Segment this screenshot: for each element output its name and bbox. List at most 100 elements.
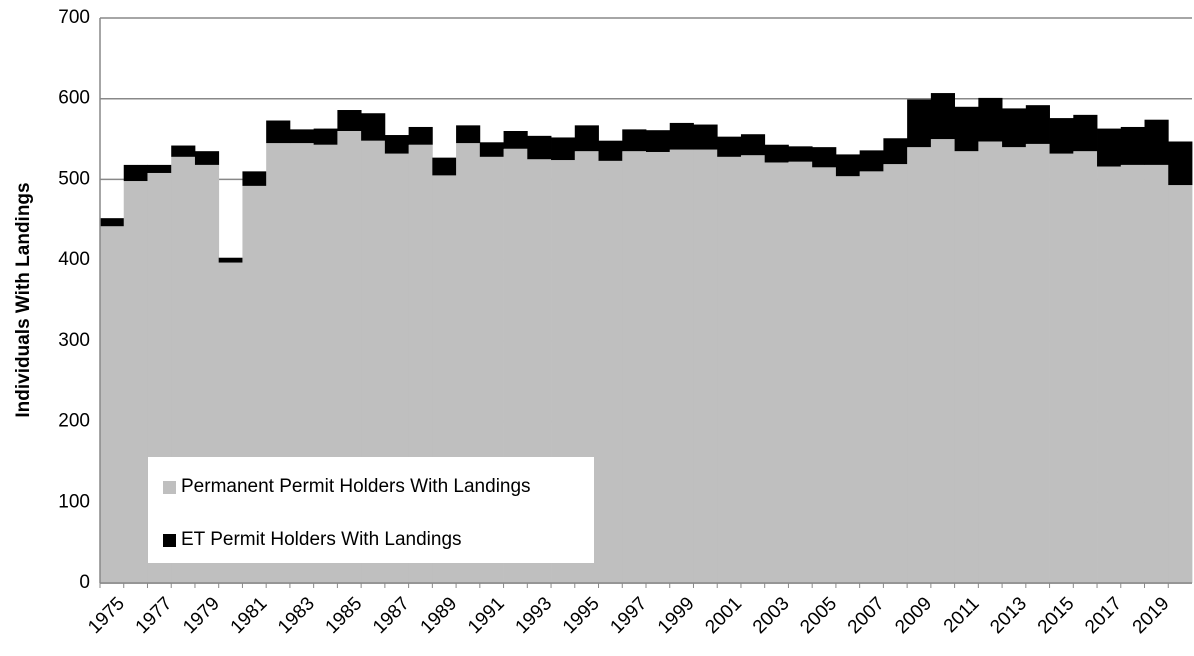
y-tick-label: 200 [58, 411, 90, 432]
y-axis-label: Individuals With Landings [13, 182, 34, 417]
bar-segment [1073, 114, 1098, 152]
x-tick-label: 2013 [986, 593, 1031, 638]
bar-segment [100, 226, 125, 583]
legend-swatch [163, 534, 176, 547]
bar-segment [1144, 119, 1169, 165]
bar-segment [1144, 164, 1169, 583]
bar-segment [1120, 164, 1145, 583]
bar-segment [361, 113, 386, 141]
bar-segment [432, 157, 457, 176]
bar-segment [337, 110, 362, 131]
legend-label: ET Permit Holders With Landings [181, 529, 462, 550]
bar-segment [717, 136, 742, 157]
bar-segment [242, 171, 267, 186]
bar-segment [1025, 143, 1050, 583]
bar-segment [859, 150, 884, 172]
bar-segment [1025, 105, 1050, 144]
bar-segment [313, 128, 338, 145]
bar-segment [266, 120, 291, 144]
x-tick-label: 1989 [417, 593, 462, 638]
x-tick-label: 1993 [512, 593, 557, 638]
bar-segment [693, 149, 718, 584]
y-tick-label: 100 [58, 491, 90, 512]
y-tick-label: 600 [58, 88, 90, 109]
bar-segment [669, 149, 694, 584]
legend-swatch [163, 481, 176, 494]
x-tick-label: 2015 [1034, 593, 1079, 638]
bar-segment [835, 154, 861, 177]
bar-segment [788, 161, 813, 583]
x-tick-label: 1977 [132, 593, 177, 638]
x-tick-label: 1995 [559, 593, 604, 638]
x-tick-label: 1975 [84, 593, 129, 638]
y-tick-label: 300 [58, 330, 90, 351]
bar-segment [954, 151, 979, 583]
x-tick-label: 1983 [274, 593, 319, 638]
bar-segment [622, 151, 647, 583]
bar-segment [930, 139, 956, 584]
bar-segment [147, 164, 172, 173]
bar-segment [740, 134, 766, 156]
bar-segment [289, 129, 315, 144]
x-tick-label: 1981 [227, 593, 272, 638]
bar-segment [812, 167, 837, 584]
bar-segment [835, 176, 861, 583]
bar-segment [1097, 166, 1122, 583]
x-tick-label: 1987 [369, 593, 414, 638]
bar-segment [1168, 185, 1193, 584]
legend-label: Permanent Permit Holders With Landings [181, 476, 531, 497]
bar-segment [551, 137, 576, 161]
x-tick-label: 2009 [891, 593, 936, 638]
bar-segment [598, 140, 623, 161]
bar-segment [503, 131, 528, 149]
x-tick-label: 2005 [796, 593, 841, 638]
bar-segment [1073, 151, 1098, 583]
x-tick-label: 1999 [654, 593, 699, 638]
bar-segment [978, 97, 1003, 142]
x-tick-label: 2017 [1081, 593, 1126, 638]
bar-segment [669, 122, 694, 150]
bar-segment [930, 93, 956, 140]
bar-segment [646, 130, 671, 152]
bar-segment [1002, 108, 1027, 148]
bar-segment [764, 162, 789, 583]
x-tick-label: 2011 [940, 593, 984, 637]
bar-segment [171, 145, 196, 157]
bar-segment [978, 141, 1003, 583]
bar-segment [1049, 118, 1074, 154]
bar-segment [1168, 141, 1193, 186]
bar-segment [1002, 147, 1027, 583]
legend-box [148, 457, 594, 563]
bar-segment [883, 138, 908, 165]
bar-segment [954, 106, 979, 152]
bar-segment [717, 156, 742, 584]
x-tick-label: 2003 [749, 593, 794, 638]
bar-segment [123, 164, 148, 182]
bar-segment [812, 147, 837, 168]
bar-segment [1097, 128, 1122, 167]
bar-segment [218, 257, 243, 263]
bar-segment [693, 124, 718, 150]
x-tick-label: 1997 [606, 593, 651, 638]
bar-segment [859, 171, 884, 583]
x-tick-label: 2019 [1129, 593, 1174, 638]
bar-segment [479, 142, 504, 157]
bar-segment [907, 99, 932, 148]
bar-segment [646, 151, 671, 583]
bar-segment [740, 155, 766, 583]
bar-segment [408, 126, 433, 145]
bar-segment [527, 135, 552, 160]
x-tick-label: 1979 [179, 593, 224, 638]
y-tick-label: 400 [58, 249, 90, 270]
bar-segment [788, 146, 813, 162]
y-tick-label: 0 [79, 572, 90, 593]
bar-segment [100, 218, 125, 227]
bar-segment [1120, 126, 1145, 165]
x-tick-label: 1985 [322, 593, 367, 638]
bar-segment [194, 151, 220, 165]
bar-segment [598, 160, 623, 583]
bar-segment [384, 135, 410, 154]
y-tick-label: 700 [58, 7, 90, 28]
x-tick-label: 1991 [464, 593, 509, 638]
